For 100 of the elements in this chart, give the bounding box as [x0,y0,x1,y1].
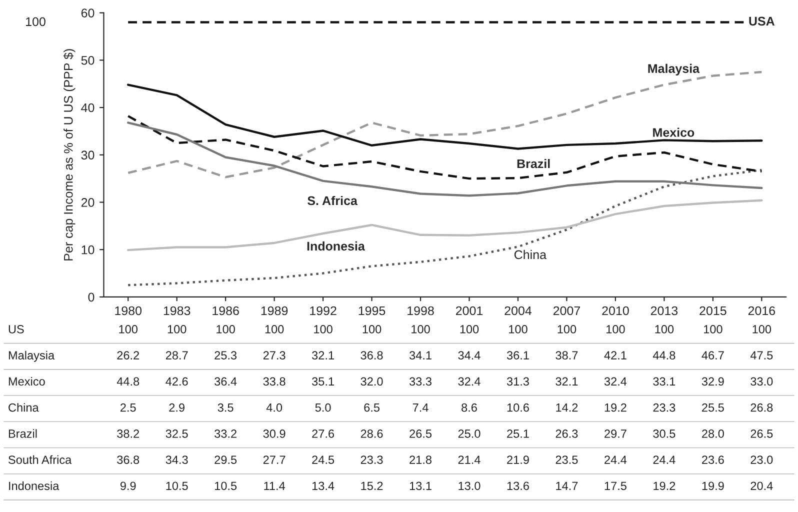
data-label: 30.9 [263,429,286,438]
data-label: 26.8 [750,403,773,412]
line-series [127,84,763,150]
x-tick-label: 2004 [504,306,532,316]
data-label: 23.6 [702,456,724,464]
data-label: 27.7 [263,456,286,464]
data-label: 13.4 [312,482,334,490]
data-label: 33.8 [263,377,286,386]
text: 100 [265,325,284,334]
x-tick-label: 1998 [408,306,434,316]
data-label: 30.5 [653,429,676,438]
text: 100 [412,325,430,334]
text: Brazil [8,429,37,438]
data-label: 10.6 [507,403,529,412]
line-series [127,122,763,197]
data-label: 24.4 [604,456,627,464]
data-label: 9.9 [120,482,136,490]
data-label: 32.1 [556,377,578,386]
data-label: 35.1 [312,377,334,386]
data-label: 38.2 [117,429,140,438]
series-label: S. Africa [308,196,358,206]
data-label: 32.5 [166,429,188,438]
x-tick-label: 2010 [602,306,629,316]
text: Indonesia [9,481,60,490]
y-tick-label: 30 [81,150,94,160]
data-label: 26.5 [750,429,773,438]
y-tick-label: 50 [81,56,94,65]
data-label: 11.4 [264,482,286,490]
data-label: 33.3 [409,377,432,386]
data-label: 42.6 [166,377,188,386]
text: 100 [216,325,235,334]
line-series [127,114,763,180]
data-label: 14.2 [556,403,578,412]
text: 100 [168,325,186,334]
data-label: 24.5 [312,456,334,464]
y-tick-label: 0 [88,292,94,302]
text: 100 [362,325,382,334]
text: US [8,325,24,334]
data-label: 33.1 [653,377,676,386]
x-tick-label: 1995 [358,306,386,316]
data-label: 47.5 [750,351,773,360]
text: 100 [509,325,528,334]
data-label: 21.8 [410,456,432,464]
x-tick-label: 1989 [261,306,288,316]
data-label: 21.4 [458,456,480,464]
y-tick-label: 40 [81,103,94,112]
data-label: 23.3 [360,456,383,464]
ref-line-label: USA [749,16,775,26]
data-label: 24.4 [653,456,676,464]
y-tick-label: 60 [81,8,94,18]
data-label: 36.8 [360,351,383,360]
data-label: 26.3 [556,429,578,438]
data-label: 19.9 [702,482,724,490]
data-label: 44.8 [652,351,676,360]
data-label: 4.0 [266,403,282,412]
x-tick-label: 2007 [553,306,580,316]
data-label: 32.4 [604,377,627,386]
text: Mexico [8,376,45,386]
data-label: 25.5 [702,403,724,412]
data-label: 25.1 [507,429,529,438]
text: 100 [558,325,576,334]
data-label: 21.9 [507,456,529,464]
y-tick-label: 10 [82,245,94,254]
x-tick-label: 1986 [212,306,239,316]
text: 100 [606,325,625,334]
data-label: 7.4 [412,404,428,412]
text: 100 [752,325,772,334]
data-label: 32.1 [312,351,334,360]
y-axis-title: Per cap Income as % of U US (PPP $) [63,49,76,260]
data-label: 5.0 [315,403,331,412]
data-label: 20.4 [750,482,773,490]
data-label: 13.1 [410,482,432,490]
x-tick-label: 1980 [115,306,142,316]
data-label: 8.6 [462,403,477,412]
text: 100 [26,17,46,26]
data-label: 28.7 [166,351,188,360]
series-label: Brazil [517,159,550,168]
text: 100 [119,325,138,334]
data-label: 23.5 [556,456,578,464]
data-label: 36.1 [506,351,529,360]
data-label: 28.0 [702,429,724,438]
data-label: 29.5 [214,456,237,464]
data-label: 32.0 [360,377,383,386]
data-label: 32.9 [702,377,724,386]
x-tick-label: 2016 [748,306,776,316]
data-label: 36.8 [117,456,140,464]
data-label: 34.1 [409,351,432,360]
series-label: Malaysia [648,64,700,76]
text: South Africa [8,455,72,464]
data-label: 46.7 [702,351,724,360]
data-label: 38.7 [556,351,578,360]
data-label: 6.5 [364,403,380,412]
data-label: 10.5 [166,482,188,490]
data-label: 25.3 [214,351,237,360]
data-label: 28.6 [360,429,383,438]
data-label: 23.0 [750,456,773,464]
data-label: 15.2 [361,482,383,490]
data-label: 19.2 [654,482,676,490]
data-label: 19.2 [604,403,626,412]
x-tick-label: 1992 [310,306,336,316]
